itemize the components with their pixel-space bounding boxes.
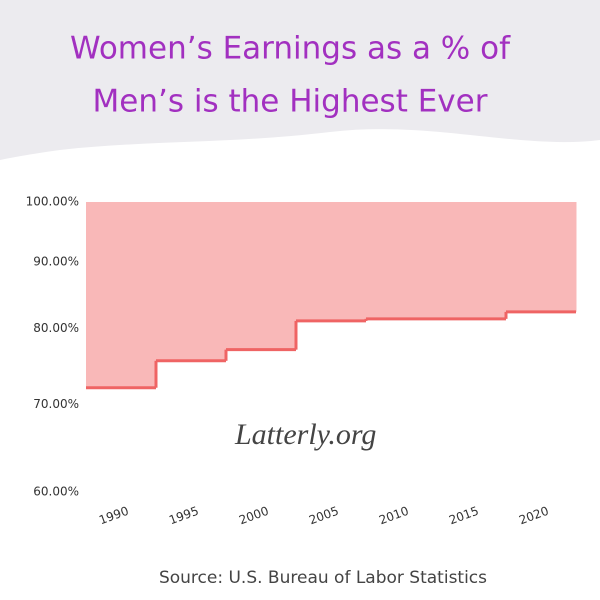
x-tick-label: 1990 [97,504,130,528]
area-fill [506,202,577,312]
x-tick-label: 2020 [517,504,550,528]
source-note: Source: U.S. Bureau of Labor Statistics [159,568,487,588]
y-tick-label: 70.00% [33,397,79,411]
x-tick-label: 2010 [377,504,410,528]
area-fill [366,202,507,319]
y-tick-label: 80.00% [33,321,79,335]
area-fill [86,202,157,388]
x-tick-label: 2015 [447,504,480,528]
header-background [0,0,600,160]
x-tick-label: 2005 [307,504,340,528]
x-tick-label: 1995 [167,504,200,528]
chart-title: Women’s Earnings as a % of [70,31,511,67]
x-tick-label: 2000 [237,504,270,528]
watermark: Latterly.org [234,418,376,451]
y-tick-label: 90.00% [33,254,79,268]
y-tick-label: 100.00% [26,195,79,209]
area-fill [226,202,297,350]
area-fill [296,202,367,321]
area-fill [156,202,227,361]
y-tick-label: 60.00% [33,485,79,499]
chart-title: Men’s is the Highest Ever [93,84,488,120]
